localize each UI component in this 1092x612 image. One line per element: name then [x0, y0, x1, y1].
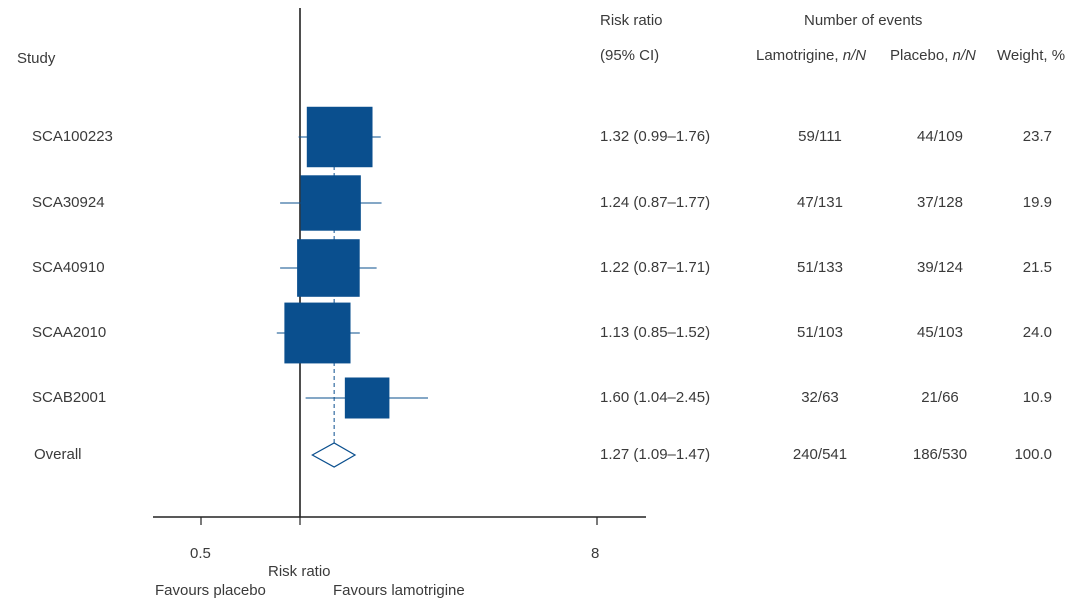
- placebo-column-header: Placebo, n/N: [890, 47, 976, 64]
- study-name: SCAA2010: [32, 324, 107, 341]
- favours-lamotrigine-label: Favours lamotrigine: [333, 582, 465, 599]
- overall-diamond: [311, 442, 357, 468]
- placebo-events: 44/109: [917, 128, 963, 145]
- weight-value: 24.0: [1022, 324, 1052, 341]
- lamotrigine-events: 51/103: [797, 324, 843, 341]
- ci-column-header: (95% CI): [600, 47, 660, 64]
- lamotrigine-events: 51/133: [797, 259, 843, 276]
- number-of-events-header: Number of events: [804, 12, 923, 29]
- lamotrigine-events: 240/541: [792, 446, 848, 463]
- placebo-events: 39/124: [917, 259, 963, 276]
- study-weight-square: [284, 302, 351, 364]
- risk-ratio-ci: 1.24 (0.87–1.77): [600, 194, 711, 211]
- lamotrigine-events: 47/131: [797, 194, 843, 211]
- risk-ratio-ci: 1.13 (0.85–1.52): [600, 324, 711, 341]
- weight-value: 23.7: [1022, 128, 1052, 145]
- risk-ratio-ci: 1.27 (1.09–1.47): [600, 446, 711, 463]
- x-axis-title: Risk ratio: [268, 563, 331, 580]
- weight-value: 100.0: [1014, 446, 1052, 463]
- risk-ratio-ci: 1.32 (0.99–1.76): [600, 128, 711, 145]
- favours-placebo-label: Favours placebo: [155, 582, 266, 599]
- weight-value: 19.9: [1022, 194, 1052, 211]
- risk-ratio-column-header: Risk ratio: [600, 12, 663, 29]
- placebo-events: 186/530: [912, 446, 968, 463]
- x-tick-label-0-5: 0.5: [190, 545, 211, 562]
- study-weight-square: [344, 377, 390, 419]
- risk-ratio-ci: 1.60 (1.04–2.45): [600, 389, 711, 406]
- placebo-events: 37/128: [917, 194, 963, 211]
- x-tick-label-8: 8: [591, 545, 600, 562]
- study-weight-square: [306, 106, 373, 168]
- study-weight-square: [300, 175, 361, 231]
- study-name: SCAB2001: [32, 389, 107, 406]
- study-name: SCA30924: [32, 194, 105, 211]
- study-name: Overall: [34, 446, 82, 463]
- study-column-header: Study: [17, 50, 56, 67]
- study-name: SCA100223: [32, 128, 113, 145]
- placebo-events: 21/66: [921, 389, 959, 406]
- risk-ratio-ci: 1.22 (0.87–1.71): [600, 259, 711, 276]
- weight-value: 10.9: [1022, 389, 1052, 406]
- lamotrigine-events: 32/63: [801, 389, 839, 406]
- placebo-events: 45/103: [917, 324, 963, 341]
- study-name: SCA40910: [32, 259, 105, 276]
- weight-column-header: Weight, %: [997, 47, 1066, 64]
- weight-value: 21.5: [1022, 259, 1052, 276]
- lamotrigine-column-header: Lamotrigine, n/N: [756, 47, 867, 64]
- study-weight-square: [297, 239, 360, 297]
- lamotrigine-events: 59/111: [798, 128, 842, 145]
